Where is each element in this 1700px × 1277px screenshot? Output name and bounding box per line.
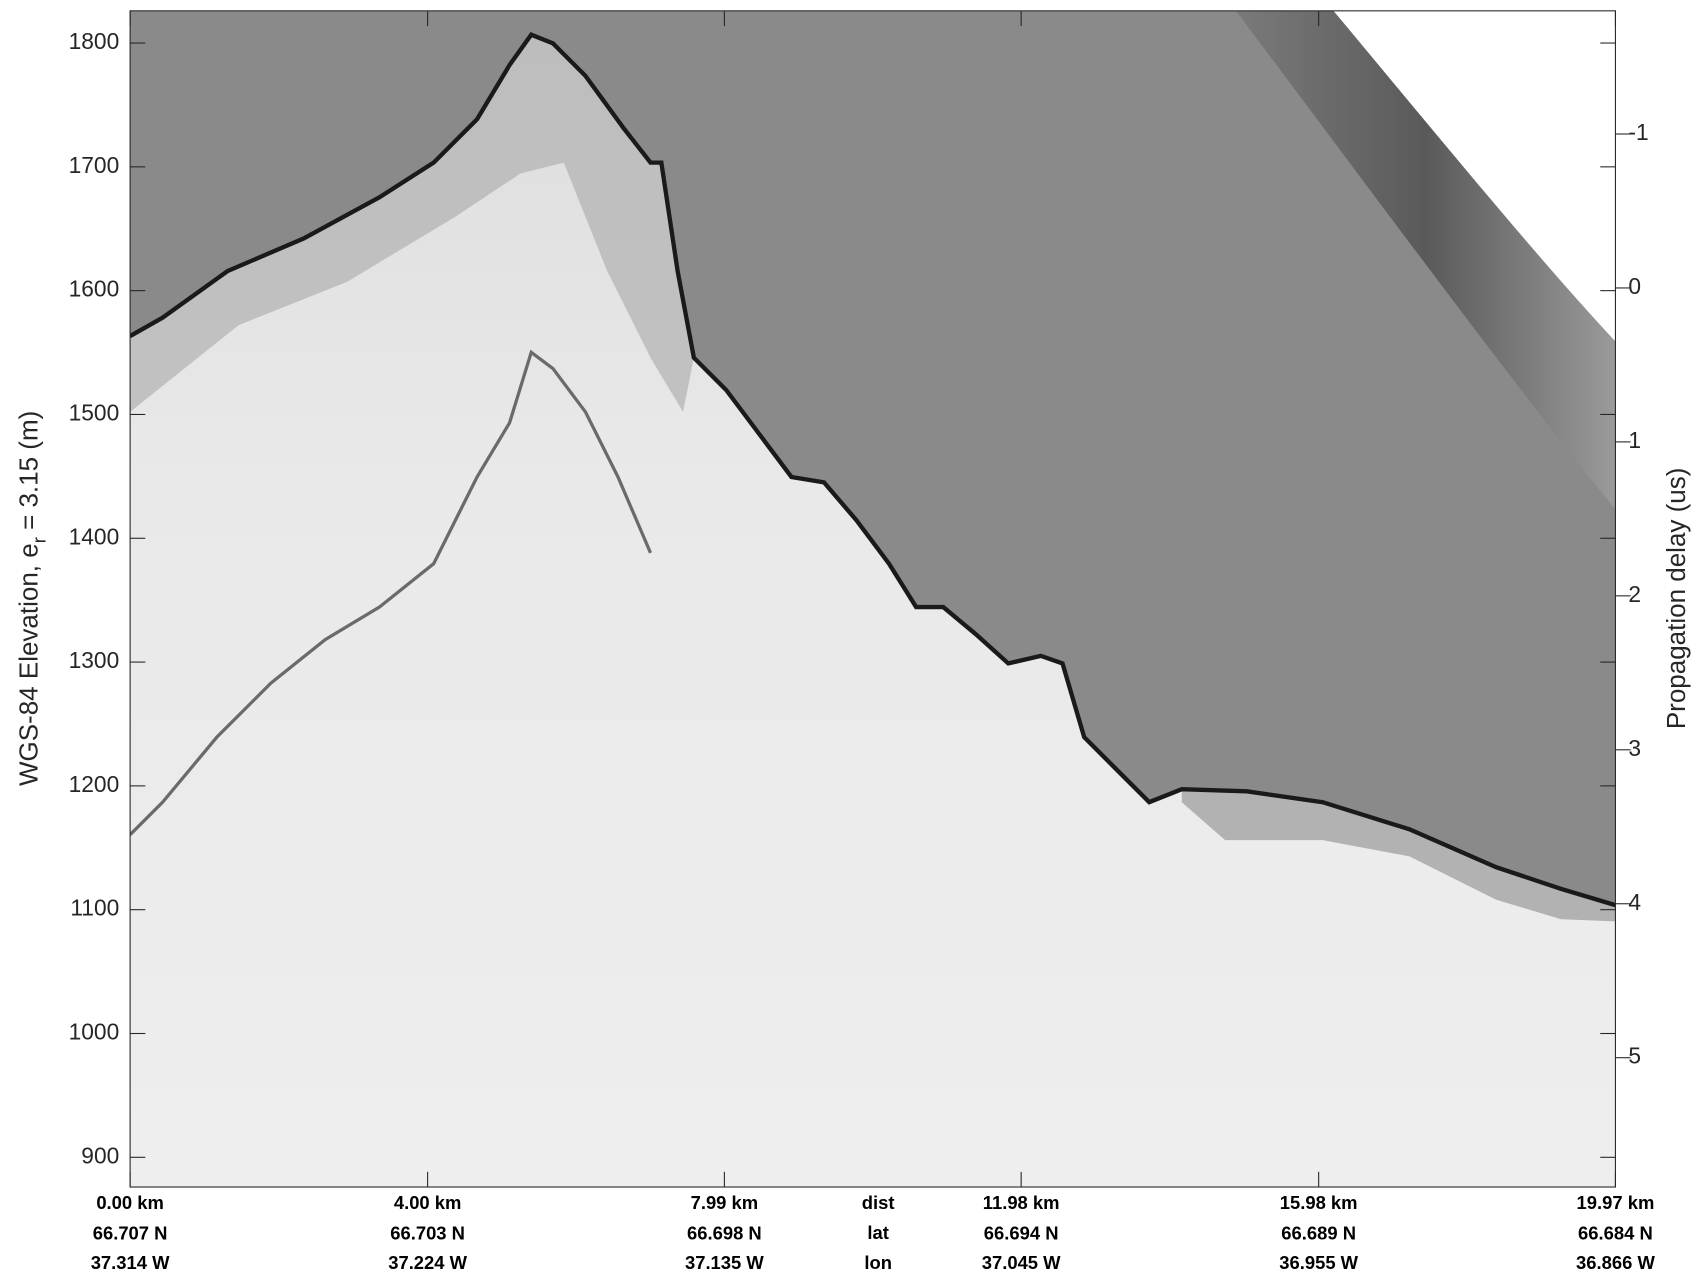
y-tick-label: 1500	[69, 399, 120, 425]
y-tick-label: 1200	[69, 771, 120, 797]
lat-label: 66.694 N	[984, 1223, 1059, 1244]
x-tick-label: 4.00 km	[394, 1192, 462, 1213]
lat-label: 66.689 N	[1281, 1223, 1356, 1244]
plot-frame	[129, 10, 1616, 1188]
lat-label: 66.707 N	[93, 1223, 168, 1244]
x-tick-label: 7.99 km	[691, 1192, 759, 1213]
row-label: dist	[862, 1192, 895, 1213]
lon-label: 37.314 W	[91, 1252, 170, 1273]
y2-tick-label: -1	[1628, 119, 1648, 145]
x-tick-label: 0.00 km	[96, 1192, 164, 1213]
x-tick-label: 11.98 km	[983, 1192, 1060, 1213]
x-tick-label: 15.98 km	[1280, 1192, 1358, 1213]
y2-tick-label: 2	[1628, 581, 1641, 607]
row-label: lon	[864, 1252, 892, 1273]
y-tick-label: 1300	[69, 647, 120, 673]
y-tick-label: 1700	[69, 152, 120, 178]
y2-tick-label: 3	[1628, 735, 1641, 761]
x-tick-label: 19.97 km	[1577, 1192, 1655, 1213]
radargram-image	[130, 10, 1616, 1188]
y-axis-label: WGS-84 Elevation, er = 3.15 (m)	[13, 411, 49, 786]
y-tick-label: 1100	[70, 895, 119, 921]
lat-label: 66.684 N	[1578, 1223, 1653, 1244]
lon-label: 37.135 W	[685, 1252, 764, 1273]
y-tick-label: 1600	[69, 276, 120, 302]
y-tick-label: 1800	[69, 28, 120, 54]
lat-label: 66.703 N	[390, 1223, 465, 1244]
lon-label: 37.045 W	[982, 1252, 1061, 1273]
y-tick-label: 1000	[69, 1019, 120, 1045]
lon-label: 37.224 W	[388, 1252, 467, 1273]
y-tick-label: 1400	[69, 523, 120, 549]
lat-label: 66.698 N	[687, 1223, 762, 1244]
lon-label: 36.866 W	[1576, 1252, 1655, 1273]
y2-axis-label: Propagation delay (us)	[1661, 468, 1691, 730]
y-tick-label: 900	[81, 1142, 119, 1168]
y2-tick-label: 5	[1628, 1043, 1641, 1069]
y2-tick-label: 1	[1628, 427, 1641, 453]
y2-tick-label: 0	[1628, 273, 1641, 299]
lon-label: 36.955 W	[1279, 1252, 1358, 1273]
row-label: lat	[867, 1222, 888, 1243]
y2-tick-label: 4	[1628, 889, 1641, 915]
